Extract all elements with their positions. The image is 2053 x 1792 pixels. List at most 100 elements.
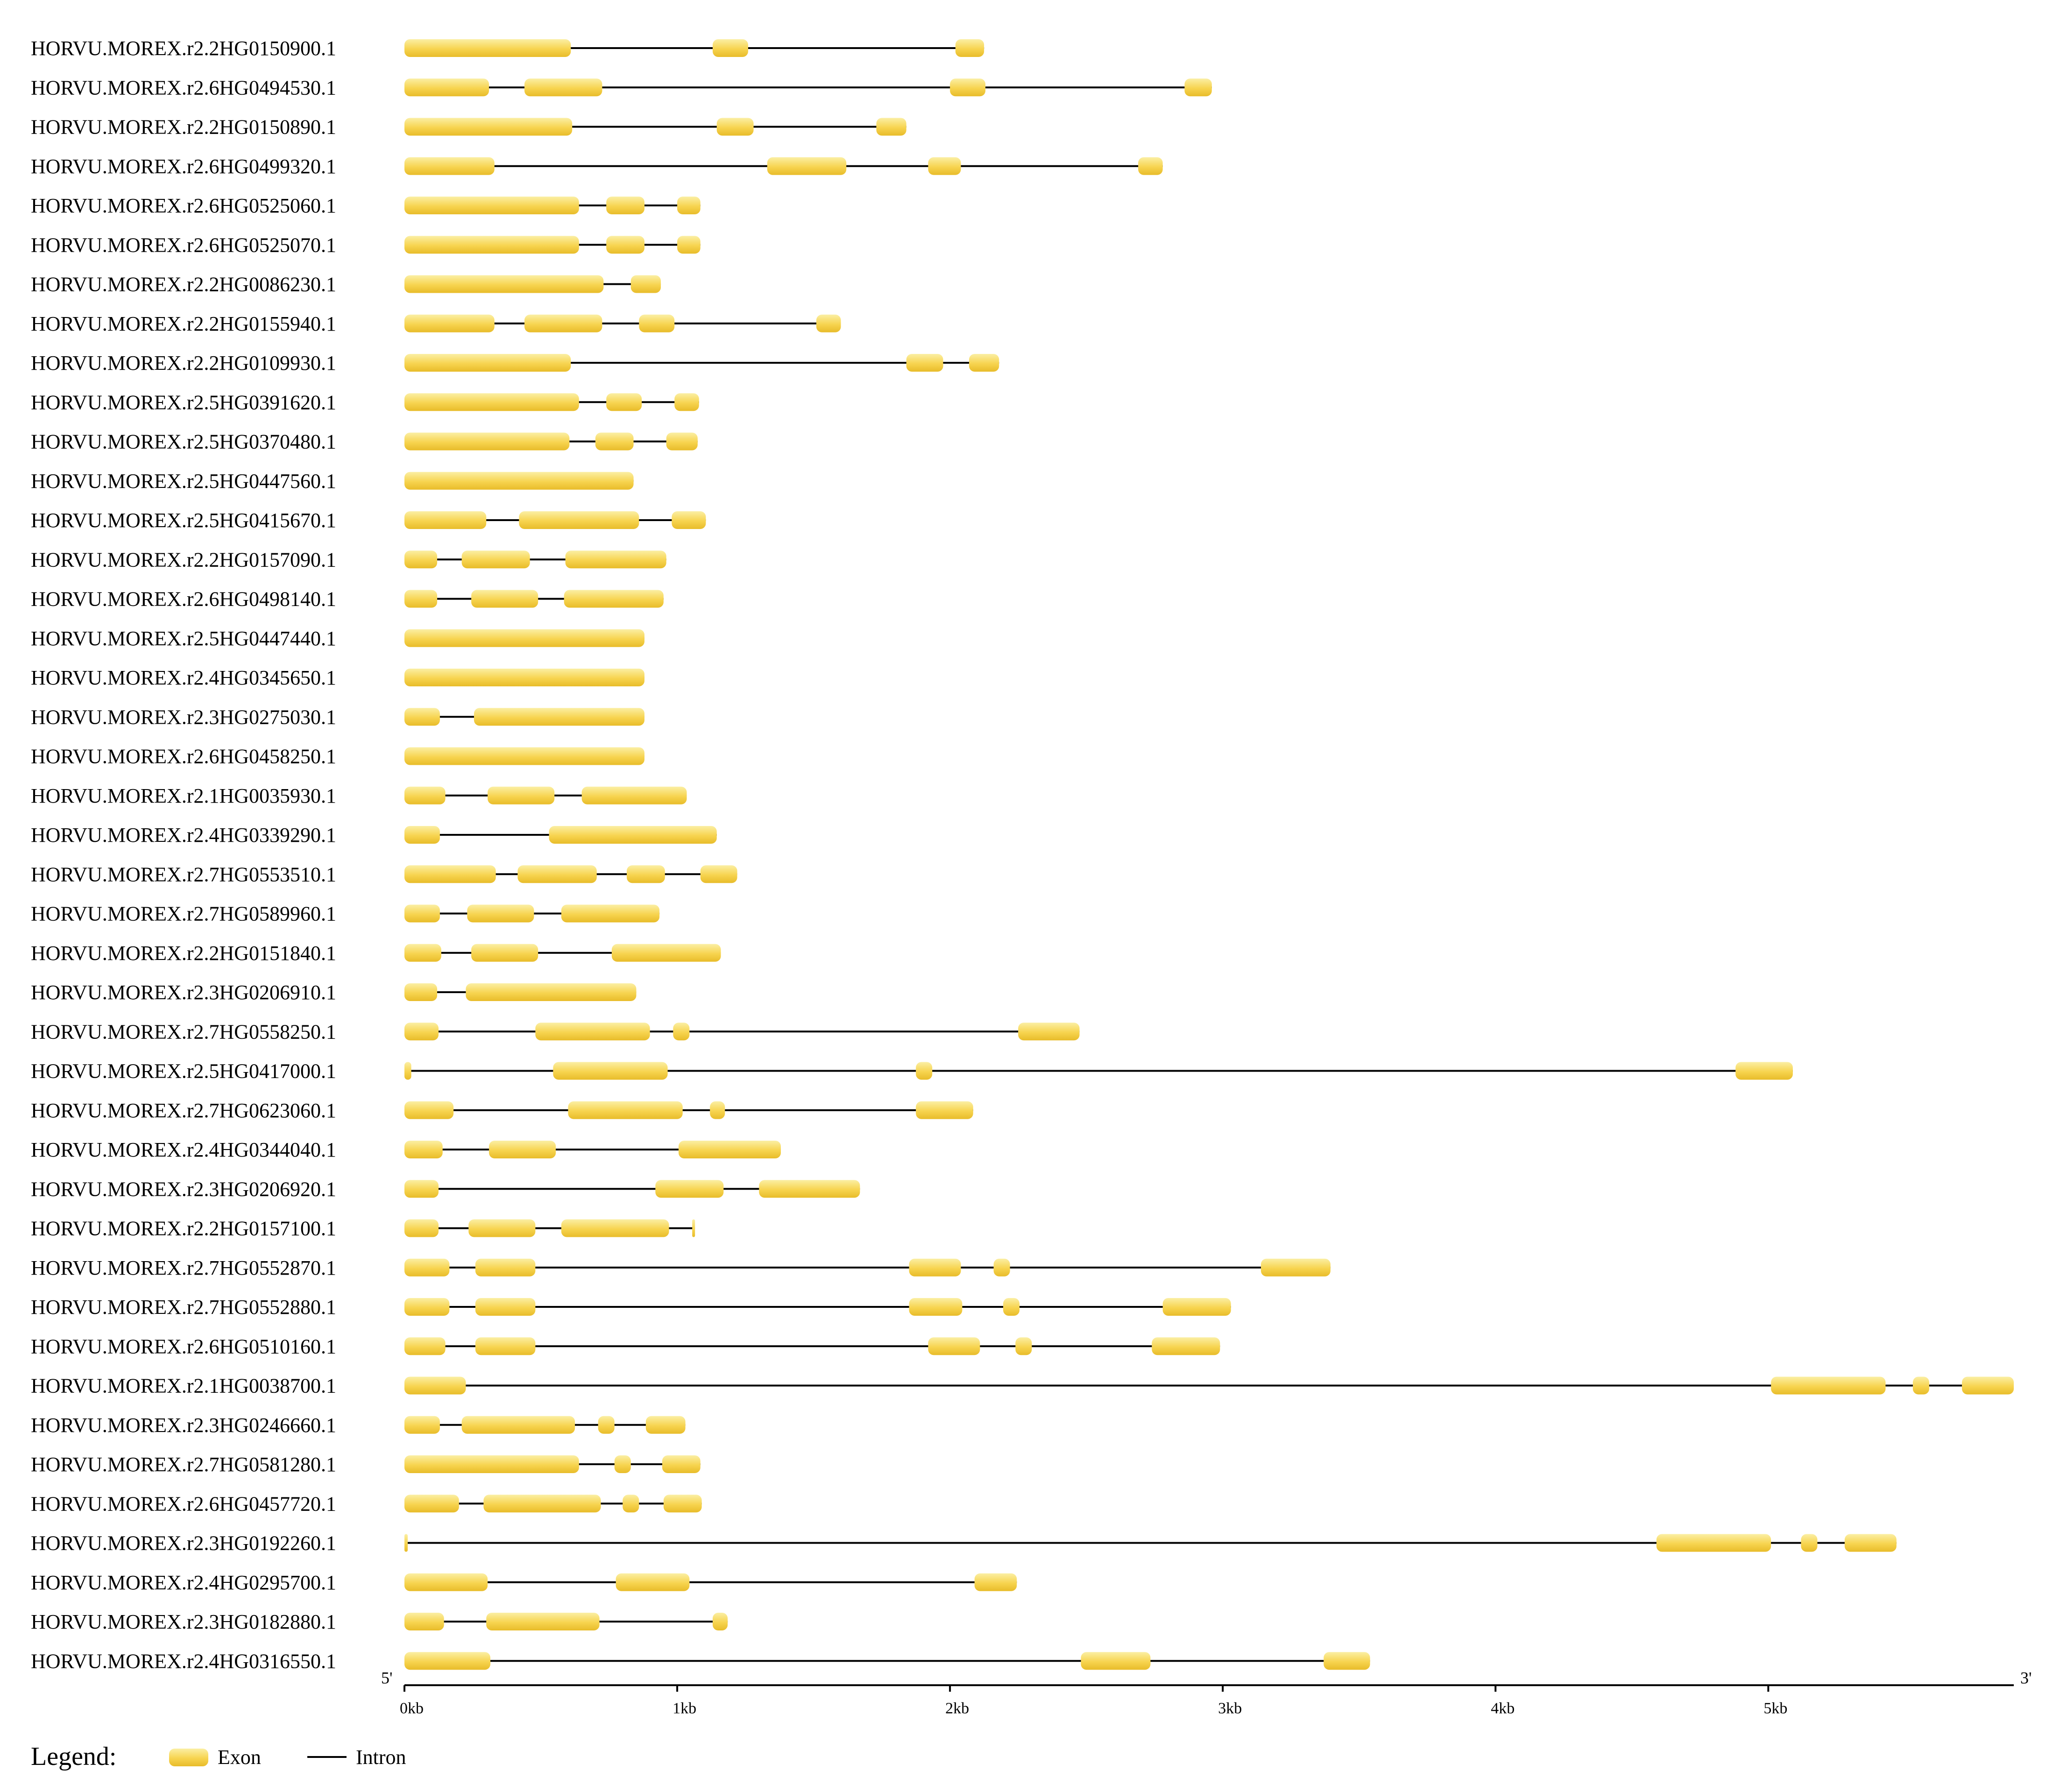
exon-block — [876, 118, 906, 136]
gene-row: HORVU.MOREX.r2.2HG0157100.1 — [31, 1217, 695, 1240]
gene-label: HORVU.MOREX.r2.6HG0510160.1 — [31, 1335, 336, 1358]
exon-block — [461, 1416, 575, 1434]
exon-block — [672, 511, 706, 529]
exon-block — [404, 1101, 454, 1119]
gene-label: HORVU.MOREX.r2.3HG0206920.1 — [31, 1178, 336, 1200]
gene-label: HORVU.MOREX.r2.4HG0295700.1 — [31, 1571, 336, 1594]
gene-row: HORVU.MOREX.r2.6HG0525060.1 — [31, 194, 701, 217]
gene-label: HORVU.MOREX.r2.6HG0498140.1 — [31, 588, 336, 611]
exon-block — [564, 590, 664, 608]
exon-block — [404, 1376, 466, 1395]
gene-row: HORVU.MOREX.r2.3HG0246660.1 — [31, 1414, 686, 1437]
gene-label: HORVU.MOREX.r2.2HG0155940.1 — [31, 312, 336, 335]
axis-ticks: 0kb 1kb 2kb 3kb 4kb 5kb — [400, 1685, 1787, 1717]
gene-row: HORVU.MOREX.r2.3HG0206920.1 — [31, 1178, 860, 1200]
exon-block — [928, 157, 961, 175]
gene-label: HORVU.MOREX.r2.2HG0151840.1 — [31, 942, 336, 965]
exon-block — [677, 197, 701, 214]
exon-block — [475, 1258, 536, 1277]
exon-block — [1162, 1298, 1231, 1316]
exon-block — [1656, 1534, 1771, 1552]
gene-label: HORVU.MOREX.r2.3HG0192260.1 — [31, 1532, 336, 1555]
gene-row: HORVU.MOREX.r2.1HG0035930.1 — [31, 784, 687, 807]
gene-label: HORVU.MOREX.r2.6HG0525070.1 — [31, 233, 336, 256]
exon-block — [700, 865, 737, 883]
five-prime-label: 5' — [381, 1668, 393, 1687]
gene-label: HORVU.MOREX.r2.6HG0458250.1 — [31, 745, 336, 768]
exon-block — [1003, 1298, 1020, 1316]
gene-row: HORVU.MOREX.r2.6HG0510160.1 — [31, 1335, 1220, 1358]
scale-axis: 5' 3' 0kb 1kb 2kb 3kb 4kb 5kb — [381, 1668, 2032, 1717]
exon-block — [461, 550, 530, 569]
exon-block — [404, 157, 495, 175]
exon-block — [489, 1141, 556, 1158]
gene-label: HORVU.MOREX.r2.2HG0157090.1 — [31, 548, 336, 571]
exon-block — [712, 1613, 728, 1630]
exon-block — [606, 236, 644, 254]
gene-label: HORVU.MOREX.r2.6HG0457720.1 — [31, 1492, 336, 1515]
exon-block — [404, 472, 634, 490]
gene-label: HORVU.MOREX.r2.7HG0553510.1 — [31, 863, 336, 886]
exon-block — [627, 865, 665, 883]
exon-block — [595, 432, 634, 451]
exon-block — [524, 78, 602, 97]
axis-tick-label: 5kb — [1763, 1700, 1787, 1717]
gene-label: HORVU.MOREX.r2.2HG0157100.1 — [31, 1217, 336, 1240]
gene-label: HORVU.MOREX.r2.7HG0581280.1 — [31, 1453, 336, 1476]
exon-block — [639, 314, 675, 332]
exon-block — [673, 1023, 690, 1041]
exon-block — [471, 944, 538, 962]
exon-block — [974, 1573, 1017, 1591]
gene-label: HORVU.MOREX.r2.7HG0623060.1 — [31, 1099, 336, 1122]
exon-block — [466, 983, 637, 1001]
gene-row: HORVU.MOREX.r2.5HG0447440.1 — [31, 627, 644, 650]
exon-block — [404, 629, 644, 647]
exon-block — [909, 1298, 963, 1316]
exon-block — [404, 78, 489, 97]
gene-row: HORVU.MOREX.r2.5HG0447560.1 — [31, 470, 634, 493]
exon-block — [467, 904, 534, 923]
exon-block — [404, 511, 487, 529]
exon-block — [475, 1337, 536, 1355]
exon-block — [710, 1101, 725, 1119]
gene-row: HORVU.MOREX.r2.6HG0498140.1 — [31, 588, 664, 611]
gene-label: HORVU.MOREX.r2.7HG0552870.1 — [31, 1256, 336, 1279]
exon-block — [404, 944, 441, 962]
gene-label: HORVU.MOREX.r2.6HG0499320.1 — [31, 155, 336, 178]
exon-block — [1771, 1376, 1886, 1395]
gene-row: HORVU.MOREX.r2.2HG0157090.1 — [31, 548, 666, 571]
exon-block — [1801, 1534, 1818, 1552]
exon-block — [404, 432, 570, 451]
gene-row: HORVU.MOREX.r2.7HG0581280.1 — [31, 1453, 701, 1476]
exon-block — [404, 1652, 490, 1670]
exon-block — [1912, 1376, 1929, 1395]
exon-block — [468, 1219, 536, 1237]
exon-block — [663, 1495, 702, 1513]
gene-row: HORVU.MOREX.r2.3HG0206910.1 — [31, 981, 637, 1004]
exon-block — [916, 1062, 933, 1080]
exon-block — [474, 708, 644, 726]
axis-tick-label: 4kb — [1491, 1700, 1515, 1717]
gene-label: HORVU.MOREX.r2.7HG0558250.1 — [31, 1020, 336, 1043]
axis-tick-label: 3kb — [1218, 1700, 1242, 1717]
gene-label: HORVU.MOREX.r2.7HG0552880.1 — [31, 1296, 336, 1319]
exon-block — [1184, 78, 1212, 97]
gene-label: HORVU.MOREX.r2.3HG0206910.1 — [31, 981, 336, 1004]
gene-row: HORVU.MOREX.r2.2HG0155940.1 — [31, 312, 841, 335]
exon-block — [916, 1101, 973, 1119]
exon-block — [611, 944, 721, 962]
exon-block — [1138, 157, 1163, 175]
gene-row: HORVU.MOREX.r2.7HG0552870.1 — [31, 1256, 1331, 1279]
gene-row: HORVU.MOREX.r2.7HG0623060.1 — [31, 1099, 973, 1122]
exon-block — [404, 1062, 411, 1080]
gene-row: HORVU.MOREX.r2.3HG0275030.1 — [31, 706, 644, 728]
gene-row: HORVU.MOREX.r2.4HG0344040.1 — [31, 1138, 781, 1161]
exon-block — [404, 983, 438, 1001]
axis-tick-label: 2kb — [945, 1700, 969, 1717]
gene-row: HORVU.MOREX.r2.4HG0339290.1 — [31, 824, 717, 847]
gene-label: HORVU.MOREX.r2.5HG0447440.1 — [31, 627, 336, 650]
exon-block — [404, 669, 644, 686]
exon-block — [404, 39, 571, 57]
exon-block — [1152, 1337, 1220, 1355]
